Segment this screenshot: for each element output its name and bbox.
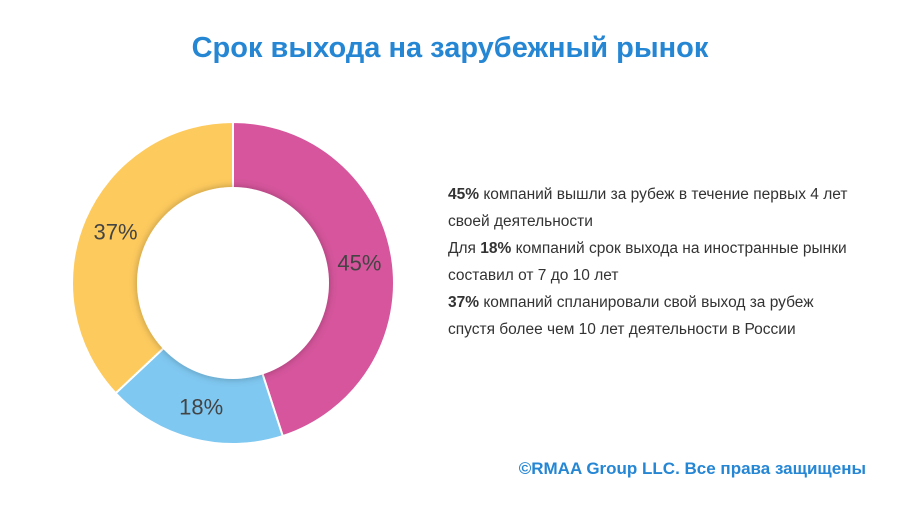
slice-label-2: 18% <box>179 394 223 419</box>
description-text-2: компаний срок выхода на иностранные рынк… <box>448 240 847 284</box>
donut-hole <box>137 187 329 379</box>
description-prefix-2: Для <box>448 240 481 257</box>
description-line-1: 45% компаний вышли за рубеж в течение пе… <box>448 181 848 235</box>
copyright-footer: ©RMAA Group LLC. Все права защищены <box>518 459 866 478</box>
slice-label-3: 37% <box>94 220 138 245</box>
stat-3: 37% <box>448 294 480 311</box>
description-panel: 45% компаний вышли за рубеж в течение пе… <box>448 181 848 343</box>
description-text-1: компаний вышли за рубеж в течение первых… <box>448 186 848 230</box>
description-text-3: компаний спланировали свой выход за рубе… <box>448 294 814 338</box>
description-line-2: Для 18% компаний срок выхода на иностран… <box>448 235 848 289</box>
slice-label-1: 45% <box>337 250 381 275</box>
stat-1: 45% <box>448 186 480 203</box>
stat-2: 18% <box>480 240 512 257</box>
description-line-3: 37% компаний спланировали свой выход за … <box>448 289 848 343</box>
chart-title: Срок выхода на зарубежный рынок <box>191 32 709 64</box>
